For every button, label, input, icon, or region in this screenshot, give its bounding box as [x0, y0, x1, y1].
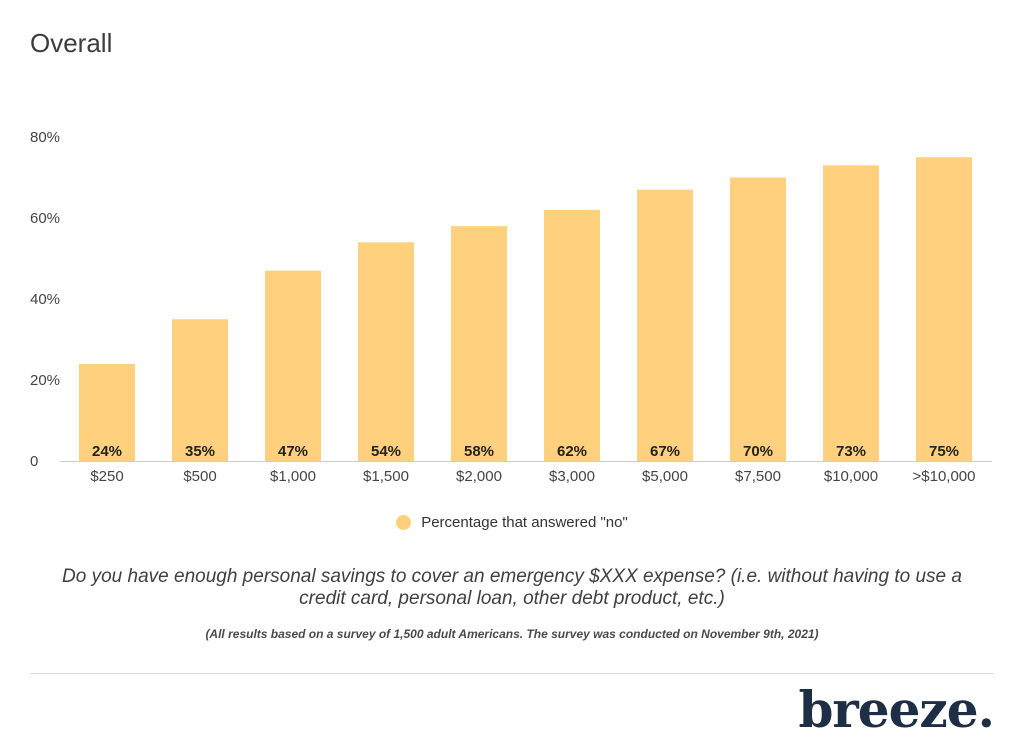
- bar-value-label: 54%: [371, 443, 401, 460]
- bar-chart: 0 20% 40% 60% 80% 24% 35% 47% 54% 58% 62% 67% 70% 73…: [30, 129, 992, 485]
- bar: [730, 177, 786, 461]
- y-axis: 0 20% 40% 60% 80%: [30, 129, 60, 470]
- y-tick-label: 80%: [30, 129, 60, 146]
- bar-value-label: 67%: [650, 443, 680, 460]
- bar: [79, 363, 135, 461]
- x-tick-label: $1,000: [270, 468, 316, 485]
- y-tick-label: 20%: [30, 372, 60, 389]
- bar: [637, 189, 693, 461]
- x-tick-label: $2,000: [456, 468, 502, 485]
- x-tick-label: $250: [90, 468, 123, 485]
- chart-title: Overall: [30, 28, 113, 58]
- x-tick-label: $7,500: [735, 468, 781, 485]
- y-tick-label: 60%: [30, 210, 60, 227]
- survey-question: Do you have enough personal savings to c…: [62, 566, 962, 609]
- legend-label: Percentage that answered "no": [421, 514, 628, 531]
- bar: [916, 157, 972, 461]
- bar-labels-group: 24% 35% 47% 54% 58% 62% 67% 70% 73% 75%: [92, 443, 959, 460]
- bar-value-label: 47%: [278, 443, 308, 460]
- bar: [358, 242, 414, 461]
- x-tick-label: $1,500: [363, 468, 409, 485]
- x-tick-label: $500: [183, 468, 216, 485]
- x-tick-label: $10,000: [824, 468, 878, 485]
- bar: [265, 270, 321, 461]
- bar-value-label: 24%: [92, 443, 122, 460]
- x-tick-label: $3,000: [549, 468, 595, 485]
- bar: [544, 209, 600, 461]
- x-tick-label: >$10,000: [913, 468, 976, 485]
- legend-swatch: [396, 515, 412, 530]
- legend: Percentage that answered "no": [0, 514, 1024, 531]
- bar: [823, 165, 879, 461]
- y-tick-label: 0: [30, 453, 38, 470]
- bar-value-label: 75%: [929, 443, 959, 460]
- y-tick-label: 40%: [30, 291, 60, 308]
- bar-value-label: 70%: [743, 443, 773, 460]
- bar-value-label: 35%: [185, 443, 215, 460]
- survey-footnote: (All results based on a survey of 1,500 …: [205, 627, 819, 641]
- bar: [172, 319, 228, 461]
- bar-value-label: 58%: [464, 443, 494, 460]
- brand-logo: breeze.: [798, 680, 995, 739]
- bar-value-label: 62%: [557, 443, 587, 460]
- bar-value-label: 73%: [836, 443, 866, 460]
- bar: [451, 226, 507, 461]
- bars-group: [79, 157, 972, 461]
- divider: [30, 673, 994, 674]
- x-tick-label: $5,000: [642, 468, 688, 485]
- x-axis: $250 $500 $1,000 $1,500 $2,000 $3,000 $5,000 $7…: [60, 461, 992, 485]
